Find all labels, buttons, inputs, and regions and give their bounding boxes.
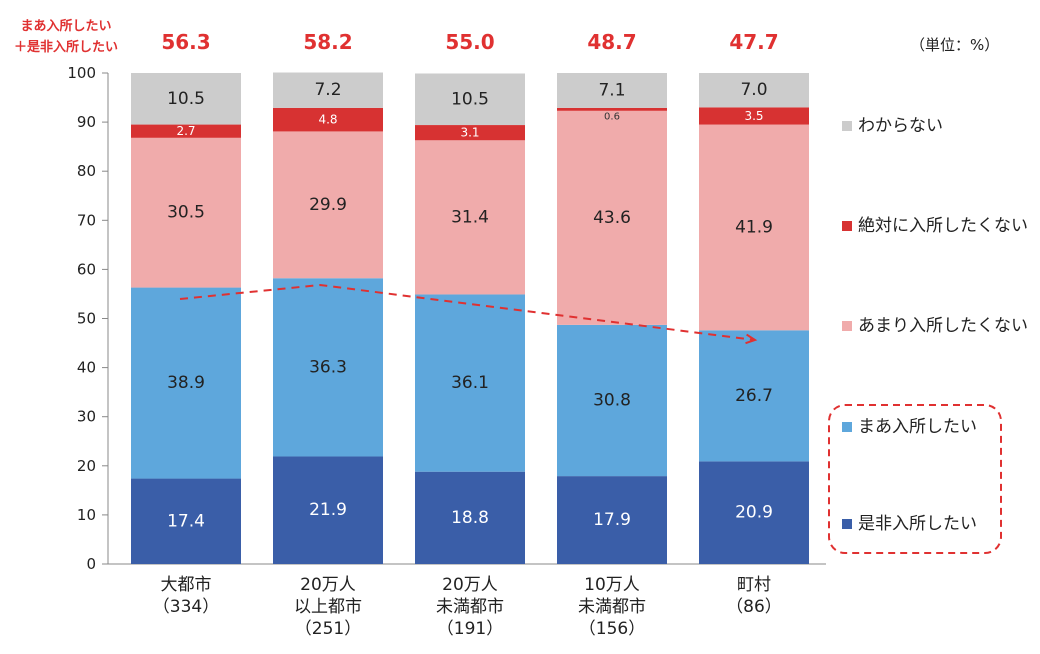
legend-swatch [842, 121, 852, 131]
legend-swatch [842, 422, 852, 432]
bar-value-label: 17.9 [593, 510, 631, 530]
trend-arrow [179, 283, 756, 341]
combined-total-label: 58.2 [303, 30, 352, 54]
x-category-label: （156） [579, 619, 645, 639]
combined-total-label: 47.7 [729, 30, 778, 54]
bar-value-label: 20.9 [735, 503, 773, 523]
bar-segment [131, 124, 241, 138]
bar-value-label: 18.8 [451, 508, 489, 528]
combined-total-label: 48.7 [587, 30, 636, 54]
bar-value-label: 0.6 [604, 111, 620, 122]
y-tick-label: 80 [77, 162, 96, 180]
x-category-label: 未満都市 [578, 597, 646, 617]
bar-value-label: 36.3 [309, 357, 347, 377]
bar-segment [557, 110, 667, 325]
legend-highlight-box [828, 404, 1002, 554]
trend-arrow-head [745, 333, 758, 345]
bar-segment [273, 278, 383, 457]
x-category-label: 20万人 [300, 575, 356, 595]
bar-segment [557, 324, 667, 477]
bar-value-label: 38.9 [167, 373, 205, 393]
bar-segment [415, 294, 525, 472]
bar-value-label: 7.2 [314, 80, 341, 100]
x-category-label: 大都市 [161, 575, 212, 595]
bar-segment [415, 471, 525, 564]
bar-segment [699, 107, 809, 125]
bar-value-label: 3.5 [744, 109, 763, 123]
legend-swatch [842, 321, 852, 331]
y-tick-label: 100 [67, 64, 96, 82]
bar-segment [131, 73, 241, 125]
y-tick-label: 30 [77, 408, 96, 426]
bar-value-label: 31.4 [451, 207, 489, 227]
bar-value-label: 30.8 [593, 390, 631, 410]
x-category-label: 10万人 [584, 575, 640, 595]
bar-segment [273, 131, 383, 279]
bar-value-label: 26.7 [735, 386, 773, 406]
y-tick-label: 60 [77, 260, 96, 278]
combined-total-label: 56.3 [161, 30, 210, 54]
bar-value-label: 43.6 [593, 208, 631, 228]
bar-segment [131, 137, 241, 288]
bar-value-label: 4.8 [318, 113, 337, 127]
bar-value-label: 36.1 [451, 373, 489, 393]
bar-segment [557, 476, 667, 564]
legend-swatch [842, 519, 852, 529]
x-category-label: （191） [437, 619, 503, 639]
legend-swatch [842, 221, 852, 231]
bar-segment [131, 287, 241, 479]
legend-label: 是非入所したい [858, 514, 977, 534]
legend-label: まあ入所したい [858, 417, 977, 437]
legend-label: わからない [858, 116, 943, 136]
legend-label: 絶対に入所したくない [858, 216, 1028, 236]
y-tick-label: 0 [86, 555, 96, 573]
bar-segment [415, 140, 525, 295]
bar-value-label: 7.0 [740, 80, 767, 100]
bar-value-label: 29.9 [309, 195, 347, 215]
x-category-label: （86） [726, 597, 782, 617]
bar-value-label: 41.9 [735, 217, 773, 237]
bar-segment [415, 73, 525, 126]
combined-total-label: 55.0 [445, 30, 494, 54]
x-category-label: 町村 [737, 575, 771, 595]
bar-segment [273, 456, 383, 564]
x-category-label: 未満都市 [436, 597, 504, 617]
y-tick-label: 20 [77, 457, 96, 475]
bar-segment [415, 125, 525, 141]
bar-segment [699, 330, 809, 462]
bar-value-label: 30.5 [167, 203, 205, 223]
bar-value-label: 2.7 [176, 124, 195, 138]
bar-segment [273, 72, 383, 108]
bar-segment [557, 107, 667, 111]
bar-segment [557, 73, 667, 108]
x-category-label: （334） [153, 597, 219, 617]
bar-value-label: 21.9 [309, 500, 347, 520]
bar-segment [699, 73, 809, 108]
combined-label-line-2: ＋是非入所したい [13, 40, 118, 55]
y-tick-label: 90 [77, 113, 96, 131]
combined-label-line-1: まあ入所したい [20, 19, 112, 34]
combined-label: まあ入所したい ＋是非入所したい [6, 16, 126, 58]
bar-value-label: 17.4 [167, 511, 205, 531]
bar-value-label: 10.5 [451, 89, 489, 109]
y-tick-label: 40 [77, 359, 96, 377]
y-tick-label: 10 [77, 506, 96, 524]
y-tick-label: 50 [77, 310, 96, 328]
bar-value-label: 10.5 [167, 89, 205, 109]
unit-label: （単位：%） [910, 36, 1000, 54]
bar-segment [131, 478, 241, 564]
bar-segment [273, 107, 383, 132]
legend-label: あまり入所したくない [858, 316, 1028, 336]
bar-value-label: 3.1 [460, 126, 479, 140]
bar-value-label: 7.1 [598, 80, 625, 100]
x-category-label: 20万人 [442, 575, 498, 595]
x-category-label: （251） [295, 619, 361, 639]
y-tick-label: 70 [77, 211, 96, 229]
bar-segment [699, 124, 809, 331]
bar-segment [699, 461, 809, 564]
x-category-label: 以上都市 [294, 597, 362, 617]
